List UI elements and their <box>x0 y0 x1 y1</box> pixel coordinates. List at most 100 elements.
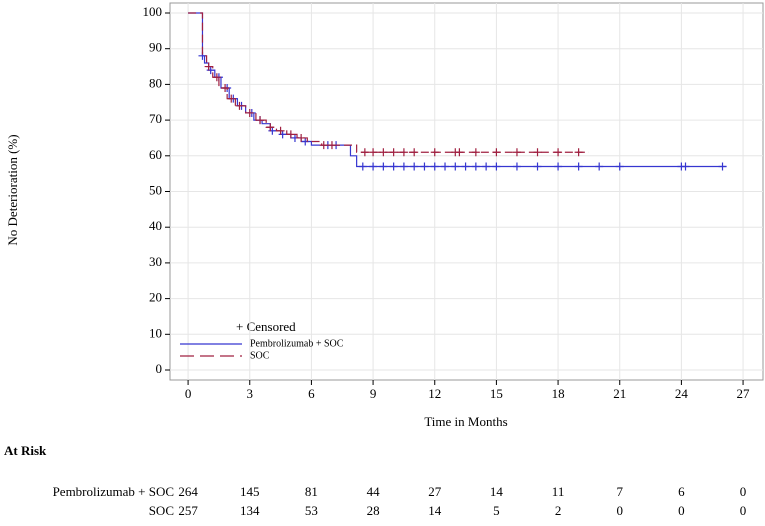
censor-mark <box>327 141 336 150</box>
censor-mark <box>369 162 378 171</box>
at-risk-value: 0 <box>740 503 747 518</box>
at-risk-value: 27 <box>428 484 442 499</box>
at-risk-row-label: Pembrolizumab + SOC <box>53 484 174 499</box>
y-tick-label: 50 <box>149 182 162 197</box>
censor-mark <box>471 148 480 157</box>
x-tick-label: 9 <box>370 386 377 401</box>
censor-mark <box>451 162 460 171</box>
censor-mark <box>492 162 501 171</box>
censor-mark <box>360 148 369 157</box>
censor-mark <box>718 162 727 171</box>
censor-mark <box>266 123 275 132</box>
x-tick-label: 21 <box>613 386 626 401</box>
censor-mark <box>574 148 583 157</box>
censor-mark <box>441 162 450 171</box>
censor-mark <box>369 148 378 157</box>
at-risk-value: 145 <box>240 484 260 499</box>
x-tick-label: 15 <box>490 386 503 401</box>
at-risk-value: 44 <box>367 484 381 499</box>
at-risk-value: 6 <box>678 484 685 499</box>
at-risk-value: 28 <box>367 503 380 518</box>
survival-curve <box>188 12 589 153</box>
x-tick-label: 27 <box>737 386 751 401</box>
at-risk-value: 7 <box>616 484 623 499</box>
x-tick-label: 6 <box>308 386 315 401</box>
at-risk-value: 0 <box>740 484 747 499</box>
at-risk-value: 0 <box>616 503 623 518</box>
legend-censored: + Censored <box>236 319 296 334</box>
at-risk-value: 2 <box>555 503 562 518</box>
censor-mark <box>554 162 563 171</box>
censor-mark <box>389 162 398 171</box>
censor-mark <box>227 94 236 103</box>
legend-label: Pembrolizumab + SOC <box>250 338 344 349</box>
x-axis-label: Time in Months <box>424 414 507 429</box>
censor-mark <box>410 162 419 171</box>
y-tick-label: 40 <box>149 218 162 233</box>
at-risk-value: 14 <box>490 484 504 499</box>
censor-mark <box>430 148 439 157</box>
censor-mark <box>379 148 388 157</box>
y-tick-label: 100 <box>143 4 163 19</box>
at-risk-value: 5 <box>493 503 500 518</box>
censor-mark <box>533 148 542 157</box>
y-tick-label: 70 <box>149 111 162 126</box>
legend-label: SOC <box>250 350 270 361</box>
censor-mark <box>420 162 429 171</box>
censor-mark <box>276 126 285 135</box>
y-tick-label: 60 <box>149 147 162 162</box>
censor-mark <box>681 162 690 171</box>
at-risk-value: 11 <box>552 484 565 499</box>
at-risk-row-label: SOC <box>149 503 174 518</box>
at-risk-value: 53 <box>305 503 318 518</box>
at-risk-title: At Risk <box>4 443 47 458</box>
censor-mark <box>615 162 624 171</box>
censor-mark <box>455 148 464 157</box>
censor-mark <box>389 148 398 157</box>
censor-mark <box>533 162 542 171</box>
censor-mark <box>319 141 328 150</box>
x-tick-label: 3 <box>247 386 254 401</box>
censor-mark <box>512 148 521 157</box>
y-tick-label: 30 <box>149 254 162 269</box>
censor-mark <box>286 130 295 139</box>
x-tick-label: 18 <box>552 386 565 401</box>
survival-curve <box>188 12 727 168</box>
censor-mark <box>379 162 388 171</box>
at-risk-value: 264 <box>178 484 198 499</box>
y-tick-label: 80 <box>149 75 162 90</box>
censor-mark <box>278 130 287 139</box>
x-tick-label: 12 <box>428 386 441 401</box>
y-axis-label: No Deterioration (%) <box>5 134 20 245</box>
y-tick-label: 0 <box>156 361 163 376</box>
censor-mark <box>595 162 604 171</box>
censor-mark <box>256 116 265 125</box>
censor-mark <box>212 73 221 82</box>
y-tick-label: 10 <box>149 325 162 340</box>
censor-mark <box>297 133 306 142</box>
censor-mark <box>245 108 254 117</box>
at-risk-value: 257 <box>178 503 198 518</box>
censor-mark <box>301 137 310 146</box>
censor-mark <box>471 162 480 171</box>
censor-mark <box>204 62 213 71</box>
at-risk-value: 134 <box>240 503 260 518</box>
y-tick-label: 20 <box>149 290 162 305</box>
at-risk-value: 0 <box>678 503 685 518</box>
y-tick-label: 90 <box>149 40 162 55</box>
censor-mark <box>492 148 501 157</box>
x-tick-label: 0 <box>185 386 192 401</box>
censor-mark <box>430 162 439 171</box>
censor-mark <box>221 83 230 92</box>
censor-mark <box>399 162 408 171</box>
censor-mark <box>554 148 563 157</box>
censor-mark <box>512 162 521 171</box>
censor-mark <box>410 148 419 157</box>
at-risk-value: 81 <box>305 484 318 499</box>
censor-mark <box>268 126 277 135</box>
censor-mark <box>235 101 244 110</box>
censor-mark <box>206 66 215 75</box>
censor-mark <box>461 162 470 171</box>
censor-mark <box>574 162 583 171</box>
